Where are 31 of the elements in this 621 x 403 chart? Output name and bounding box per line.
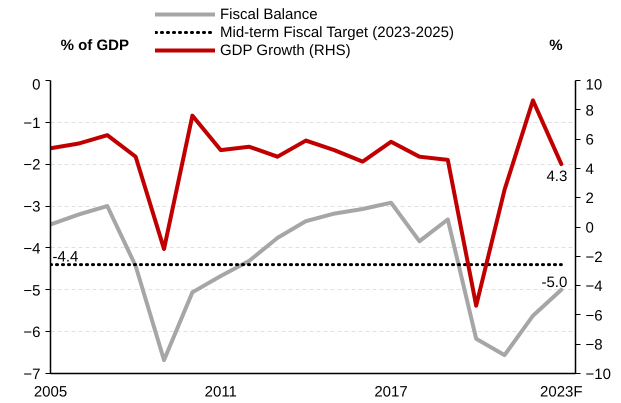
y2-tick-label: −4 (586, 278, 603, 296)
y2-tick-label: −8 (586, 336, 603, 354)
y-axis-title: % of GDP (60, 37, 129, 54)
y2-tick-label: −6 (586, 307, 603, 324)
y2-tick-label: 0 (586, 220, 594, 236)
y-tick-label: −1 (23, 114, 41, 132)
legend-label: Mid-term Fiscal Target (2023-2025) (220, 23, 454, 41)
y-tick-label: −5 (23, 282, 41, 300)
y-tick-label: −6 (23, 324, 41, 342)
y2-tick-label: 6 (586, 132, 594, 149)
y-tick-label: −3 (23, 198, 41, 216)
y2-tick-label: 4 (586, 160, 594, 178)
y-tick-label: −2 (23, 156, 41, 174)
legend-label: Fiscal Balance (220, 5, 318, 23)
y2-tick-label: 10 (586, 76, 602, 94)
y2-tick-label: 8 (586, 102, 594, 120)
x-tick-label: 2023F (540, 384, 583, 400)
y2-tick-label: 2 (586, 190, 594, 208)
x-tick-label: 2005 (34, 384, 68, 400)
data-label: -5.0 (541, 274, 568, 291)
y2-tick-label: −2 (586, 248, 603, 266)
legend-label: GDP Growth (RHS) (220, 41, 351, 59)
data-label: -4.4 (52, 248, 78, 266)
x-tick-label: 2017 (374, 384, 408, 400)
y-tick-label: −4 (23, 240, 41, 258)
data-label: 4.3 (546, 168, 568, 186)
y2-tick-label: −10 (586, 366, 611, 383)
y-tick-label: −7 (23, 366, 41, 383)
y2-axis-title: % (549, 37, 563, 54)
x-tick-label: 2011 (204, 384, 237, 400)
y-tick-label: 0 (32, 76, 40, 94)
